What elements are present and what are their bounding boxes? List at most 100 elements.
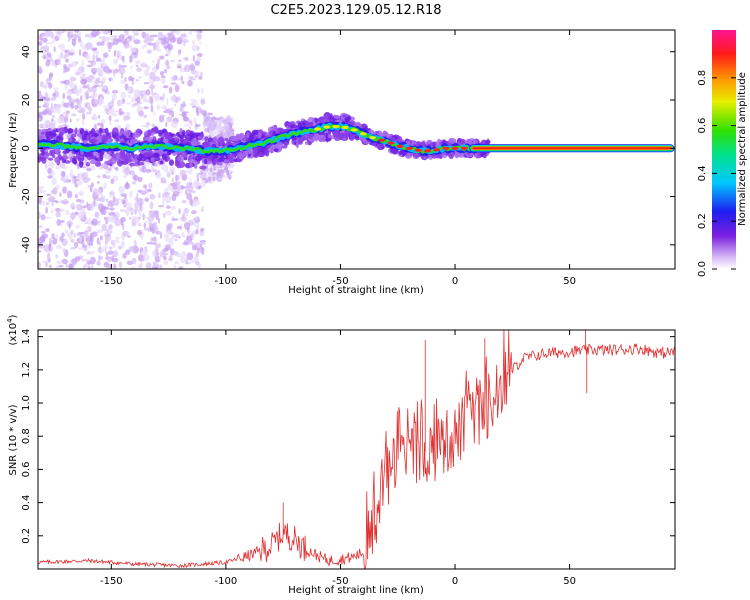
spectrogram-noise-point (108, 77, 112, 82)
spectrogram-noise-point (115, 236, 120, 241)
spectrogram-noise-point (82, 205, 87, 209)
spectrogram-noise-point (165, 210, 172, 216)
spectrogram-noise-point (38, 65, 42, 70)
spectrogram-noise-point (42, 260, 50, 264)
spectrogram-noise-point (125, 112, 131, 117)
spectrogram-noise-point (147, 42, 155, 46)
spectrogram-y-tick-label: 0 (21, 145, 32, 151)
spectrogram-noise-point (150, 109, 154, 113)
spectrogram-noise-point (47, 167, 52, 174)
spectrogram-band-point (115, 135, 120, 143)
spectrogram-noise-point (76, 198, 82, 203)
spectrogram-noise-point (169, 166, 176, 174)
spectrogram-noise-point (98, 80, 106, 84)
spectrogram-y-tick-label: -40 (21, 237, 32, 253)
spectrogram-noise-point (99, 96, 104, 104)
spectrogram-noise-point (82, 85, 89, 89)
spectrogram-noise-point (70, 238, 75, 243)
spectrogram-noise-point (185, 212, 189, 217)
spectrogram-noise-point (51, 177, 57, 185)
spectrogram-noise-point (155, 259, 161, 263)
spectrogram-band-point (273, 148, 279, 153)
spectrogram-noise-point (191, 210, 197, 215)
spectrogram-noise-point (118, 34, 125, 43)
spectrogram-band-point (226, 139, 231, 147)
spectrogram-noise-point (172, 190, 180, 197)
spectrogram-noise-point (45, 216, 51, 219)
spectrogram-noise-point (179, 255, 186, 264)
spectrogram-noise-point (153, 34, 158, 38)
spectrogram-noise-point (206, 112, 213, 116)
spectrogram-noise-point (200, 206, 205, 209)
spectrogram-noise-point (192, 180, 200, 189)
spectrogram-band-point (38, 156, 42, 164)
spectrogram-band-point (333, 115, 341, 120)
spectrogram-noise-point (166, 205, 171, 209)
spectrogram-noise-point (76, 118, 80, 122)
spectrogram-noise-point (156, 104, 161, 111)
spectrogram-panel: -150 -100 -50 0 50 -40 -20 0 20 40 Height of str… (8, 29, 676, 296)
spectrogram-noise-point (170, 205, 177, 210)
spectrogram-noise-point (191, 244, 198, 251)
spectrogram-noise-point (42, 54, 47, 59)
spectrogram-noise-point (59, 200, 65, 204)
spectrogram-noise-point (181, 250, 187, 257)
spectrogram-noise-point (87, 244, 91, 249)
spectrogram-noise-point (51, 105, 59, 114)
spectrogram-noise-point (76, 203, 83, 211)
spectrogram-noise-point (50, 102, 54, 108)
spectrogram-noise-point (61, 165, 68, 170)
spectrogram-noise-point (70, 169, 73, 175)
spectrogram-noise-point (191, 190, 197, 194)
spectrogram-noise-point (56, 219, 61, 226)
spectrogram-hotspot (405, 146, 413, 150)
spectrogram-noise-point (155, 261, 158, 267)
spectrogram-noise-point (41, 33, 46, 37)
spectrogram-noise-point (125, 249, 131, 255)
spectrogram-band-point (47, 157, 54, 161)
spectrogram-noise-point (176, 66, 182, 69)
spectrogram-noise-point (87, 225, 92, 233)
spectrogram-noise-point (178, 59, 182, 62)
spectrogram-hotspot (460, 146, 468, 150)
spectrogram-noise-point (134, 201, 139, 210)
spectrogram-band-point (41, 128, 48, 133)
spectrogram-noise-point (74, 194, 78, 199)
spectrogram-noise-point (57, 31, 63, 34)
spectrogram-noise-point (38, 212, 42, 216)
spectrogram-noise-point (181, 200, 187, 204)
spectrogram-band-point (251, 129, 259, 136)
spectrogram-noise-point (101, 223, 108, 232)
spectrogram-noise-point (140, 124, 148, 128)
spectrogram-noise-point (38, 90, 42, 95)
spectrogram-noise-point (200, 182, 206, 188)
spectrogram-noise-point (97, 67, 104, 75)
spectrogram-noise-point (165, 54, 168, 57)
spectrogram-band-point (174, 158, 178, 167)
spectrogram-noise-point (131, 97, 134, 104)
spectrogram-noise-point (208, 176, 211, 183)
spectrogram-noise-point (81, 247, 85, 251)
spectrogram-noise-point (120, 65, 128, 68)
spectrogram-noise-point (179, 190, 183, 194)
spectrogram-noise-point (65, 110, 70, 114)
spectrogram-band-point (78, 157, 82, 162)
spectrogram-noise-point (167, 230, 173, 235)
spectrogram-noise-point (97, 114, 101, 119)
spectrogram-noise-point (168, 257, 173, 261)
spectrogram-noise-point (97, 247, 105, 254)
spectrogram-noise-point (85, 112, 92, 115)
spectrogram-band-point (169, 133, 175, 137)
spectrogram-noise-point (131, 257, 137, 265)
spectrogram-noise-point (52, 187, 58, 195)
spectrogram-band-point (414, 154, 420, 158)
spectrogram-noise-point (96, 122, 102, 126)
spectrogram-noise-point (174, 84, 180, 93)
spectrogram-noise-point (188, 119, 191, 124)
spectrogram-noise-point (164, 244, 171, 251)
spectrogram-band-point (136, 161, 145, 166)
spectrogram-noise-point (112, 239, 120, 244)
spectrogram-noise-point (106, 175, 111, 179)
spectrogram-band-point (382, 130, 387, 137)
spectrogram-band-point (425, 155, 430, 159)
